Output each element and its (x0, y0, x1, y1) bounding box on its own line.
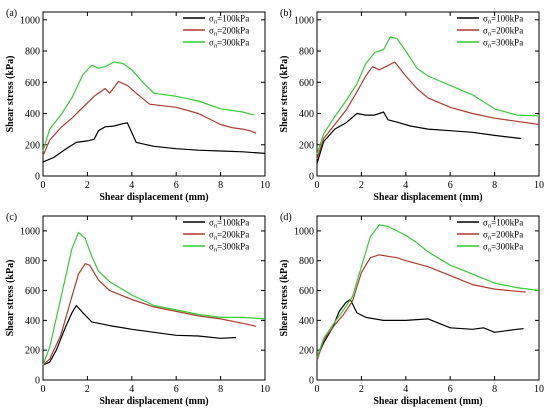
x-axis-label: Shear displacement (mm) (373, 396, 482, 407)
x-tick-label: 4 (403, 384, 408, 395)
series-line-3 (316, 224, 540, 358)
y-tick-label: 200 (25, 346, 40, 357)
legend-entry-1: σn=100kPa (209, 218, 249, 230)
series-line-1 (316, 111, 522, 164)
y-tick-label: 600 (25, 78, 40, 89)
y-axis-label: Shear stress (kPa) (5, 56, 16, 133)
x-tick-label: 8 (218, 180, 223, 191)
x-tick-label: 6 (448, 384, 453, 395)
y-tick-label: 0 (35, 172, 40, 183)
y-tick-label: 400 (25, 109, 40, 120)
chart-panel-1: (a) 0 2 4 6 8 10 0 200 400 600 800 1000 Shear displac… (5, 8, 270, 203)
x-tick-label: 0 (41, 384, 46, 395)
y-tick-label: 800 (299, 256, 314, 267)
legend-entry-1: σn=100kPa (483, 218, 523, 230)
y-tick-label: 1000 (294, 226, 314, 237)
y-tick-label: 1000 (20, 15, 40, 26)
chart-panel-2: (b) 0 2 4 6 8 10 0 200 400 600 800 1000 Shear displac… (279, 8, 544, 203)
y-tick-label: 800 (25, 256, 40, 267)
series-line-3 (42, 61, 255, 152)
x-tick-label: 0 (315, 384, 320, 395)
x-tick-label: 10 (260, 180, 270, 191)
legend-entry-3: σn=300kPa (483, 242, 523, 254)
plot-frame (42, 215, 266, 381)
legend-entry-3: σn=300kPa (483, 38, 523, 50)
y-tick-label: 400 (299, 109, 314, 120)
plot-frame (316, 11, 540, 177)
y-tick-label: 1000 (294, 15, 314, 26)
x-tick-label: 4 (129, 180, 134, 191)
y-tick-label: 800 (299, 47, 314, 58)
legend-entry-2: σn=200kPa (483, 26, 523, 38)
y-axis-label: Shear stress (kPa) (279, 260, 290, 337)
series-line-1 (42, 304, 237, 366)
x-tick-label: 8 (218, 384, 223, 395)
panel-label: (d) (280, 212, 292, 223)
y-tick-label: 200 (25, 140, 40, 151)
x-tick-label: 2 (85, 384, 90, 395)
y-tick-label: 200 (299, 140, 314, 151)
x-axis-label: Shear displacement (mm) (99, 192, 208, 203)
x-tick-label: 2 (85, 180, 90, 191)
legend-entry-1: σn=100kPa (483, 14, 523, 26)
panel-label: (a) (6, 8, 17, 19)
series-line-2 (316, 254, 526, 361)
y-tick-label: 800 (25, 47, 40, 58)
y-tick-label: 0 (35, 376, 40, 387)
x-tick-label: 6 (448, 180, 453, 191)
y-tick-label: 400 (299, 316, 314, 327)
series-line-3 (316, 36, 540, 155)
chart-panel-3: (c) 0 2 4 6 8 10 0 200 400 600 800 1000 Shear displac… (5, 212, 270, 407)
series-line-2 (42, 80, 257, 156)
series-line-3 (42, 231, 266, 366)
series-line-1 (42, 122, 266, 163)
plot-frame (316, 215, 540, 381)
y-tick-label: 1000 (20, 226, 40, 237)
x-tick-label: 8 (492, 384, 497, 395)
y-tick-label: 0 (309, 376, 314, 387)
x-tick-label: 4 (129, 384, 134, 395)
y-tick-label: 600 (25, 286, 40, 297)
legend-entry-2: σn=200kPa (209, 230, 249, 242)
y-tick-label: 400 (25, 316, 40, 327)
plot-frame (42, 11, 266, 177)
y-tick-label: 600 (299, 286, 314, 297)
x-tick-label: 10 (260, 384, 270, 395)
y-tick-label: 0 (309, 172, 314, 183)
chart-panel-4: (d) 0 2 4 6 8 10 0 200 400 600 800 1000 Shear displac… (279, 212, 544, 407)
series-line-2 (316, 61, 540, 159)
x-tick-label: 4 (403, 180, 408, 191)
series-line-2 (42, 263, 257, 366)
x-tick-label: 6 (174, 384, 179, 395)
x-axis-label: Shear displacement (mm) (373, 192, 482, 203)
panel-label: (c) (6, 212, 17, 223)
legend-entry-1: σn=100kPa (209, 14, 249, 26)
y-tick-label: 200 (299, 346, 314, 357)
x-axis-label: Shear displacement (mm) (99, 396, 208, 407)
legend-entry-2: σn=200kPa (483, 230, 523, 242)
series-line-1 (316, 298, 524, 358)
x-tick-label: 8 (492, 180, 497, 191)
y-tick-label: 600 (299, 78, 314, 89)
legend-entry-3: σn=300kPa (209, 38, 249, 50)
legend-entry-3: σn=300kPa (209, 242, 249, 254)
y-axis-label: Shear stress (kPa) (279, 56, 290, 133)
x-tick-label: 2 (359, 384, 364, 395)
x-tick-label: 10 (534, 180, 544, 191)
panel-label: (b) (280, 8, 292, 19)
x-tick-label: 2 (359, 180, 364, 191)
legend-entry-2: σn=200kPa (209, 26, 249, 38)
x-tick-label: 6 (174, 180, 179, 191)
y-axis-label: Shear stress (kPa) (5, 260, 16, 337)
x-tick-label: 0 (315, 180, 320, 191)
x-tick-label: 10 (534, 384, 544, 395)
x-tick-label: 0 (41, 180, 46, 191)
